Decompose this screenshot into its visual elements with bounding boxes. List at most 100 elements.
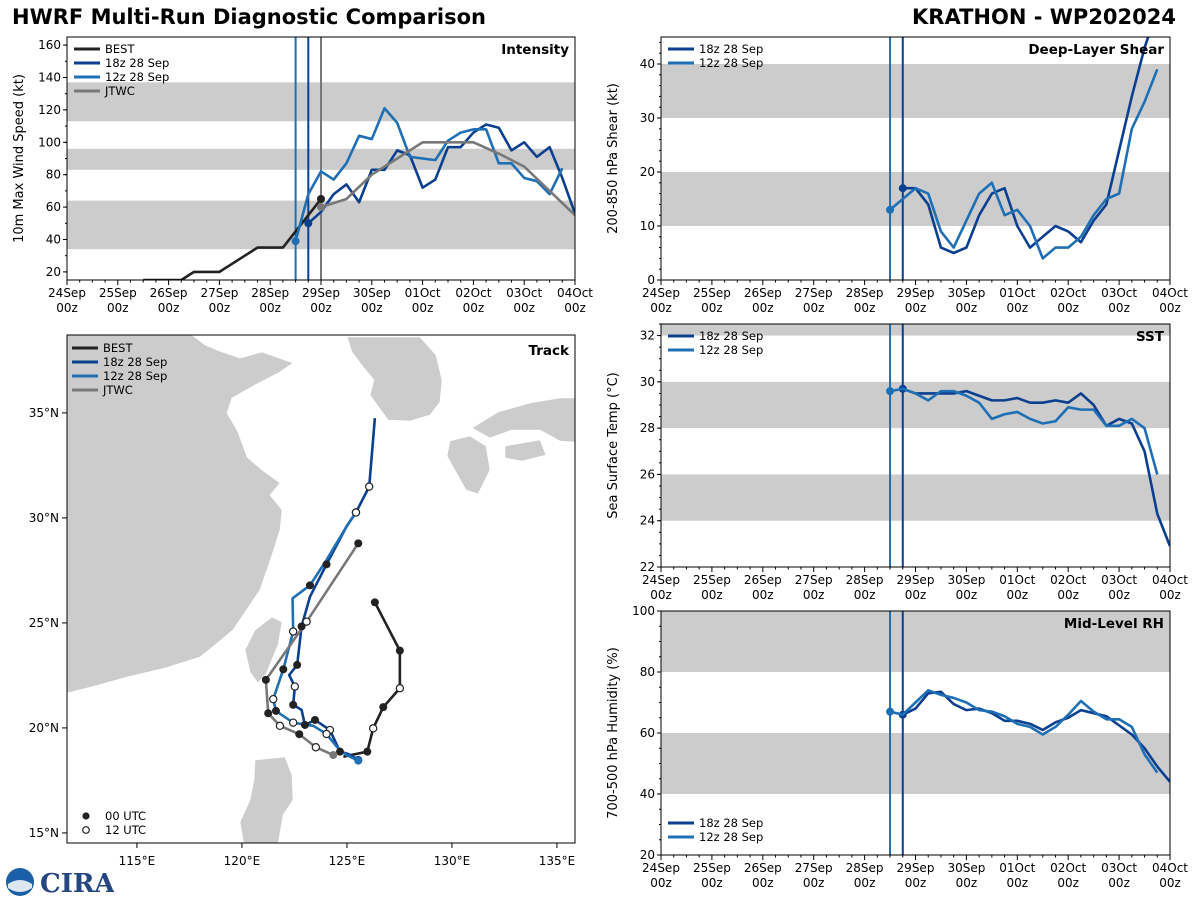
panel-title: SST [1136,329,1165,345]
map-land [67,335,575,843]
legend-label: 12z 28 Sep [699,343,763,357]
x-tick-label: 30Sep [353,286,391,300]
y-tick-label: 20 [640,165,655,179]
lon-tick-label: 115°E [119,854,156,868]
track-point-12utc [364,482,374,491]
x-tick-hour: 00z [854,588,876,602]
x-tick-hour: 00z [1057,301,1079,315]
cira-logo: CIRA [6,868,114,898]
x-tick-hour: 00z [752,301,774,315]
x-tick-label: 02Oct [1050,573,1086,587]
y-tick-label: 40 [640,787,655,801]
plot-area [67,37,575,280]
series-marker [886,387,895,396]
track-point-12utc [368,724,378,733]
legend-label: BEST [105,42,135,56]
land-china [67,335,294,694]
series-line-12z-28-sep [889,688,1159,774]
x-tick-label: 04Oct [1152,573,1188,587]
x-tick-label: 25Sep [693,286,731,300]
x-tick-label: 02Oct [455,286,491,300]
x-tick-label: 27Sep [795,286,833,300]
track-point-00utc [379,703,388,712]
lat-tick-label: 35°N [29,406,59,420]
x-tick-label: 26Sep [150,286,188,300]
legend-label: JTWC [102,383,133,397]
chart-mid-level-rh: 2040608010024Sep00z25Sep00z26Sep00z27Sep… [606,604,1188,890]
x-tick-hour: 00z [701,588,723,602]
x-tick-label: 25Sep [693,573,731,587]
series-marker [317,203,325,212]
x-tick-label: 26Sep [744,286,782,300]
x-tick-label: 29Sep [897,286,935,300]
x-tick-label: 03Oct [506,286,542,300]
lat-tick-label: 30°N [29,511,59,525]
series-line-best [143,198,323,280]
track-point-00utc [271,706,280,715]
x-tick-label: 30Sep [947,573,985,587]
track-point-00utc [300,720,309,729]
series-line-12z-28-sep [889,68,1159,260]
legend-label: 18z 28 Sep [103,355,167,369]
legend-label: 18z 28 Sep [105,56,169,70]
x-tick-hour: 00z [956,588,978,602]
plot-area [661,324,1170,567]
panel-title: Track [529,343,570,359]
series-line-12z-28-sep [889,387,1159,475]
x-tick-label: 02Oct [1050,861,1086,875]
x-tick-hour: 00z [1057,588,1079,602]
track-point-12utc [311,743,321,752]
track-point-12utc [288,627,298,636]
y-tick-label: 40 [46,233,61,247]
x-tick-label: 29Sep [897,861,935,875]
y-tick-label: 0 [647,273,655,287]
legend-marker-filled [82,812,90,820]
lon-tick-label: 135°E [539,854,576,868]
x-tick-hour: 00z [905,301,927,315]
x-tick-label: 25Sep [693,861,731,875]
lat-tick-label: 20°N [29,721,59,735]
x-tick-hour: 00z [361,301,383,315]
x-tick-hour: 00z [310,301,332,315]
x-tick-hour: 00z [259,301,281,315]
land-korea [346,336,443,422]
x-tick-hour: 00z [107,301,129,315]
track-point-12utc [288,718,298,727]
track-point-00utc [261,675,270,684]
lon-tick-label: 125°E [329,854,366,868]
track-point-00utc [264,709,273,718]
plot-frame [660,323,1171,568]
x-tick-label: 24Sep [642,286,680,300]
y-tick-label: 140 [38,71,61,85]
x-tick-hour: 00z [209,301,231,315]
x-tick-label: 24Sep [642,861,680,875]
chart-sst: 22242628303224Sep00z25Sep00z26Sep00z27Se… [606,323,1188,602]
x-tick-label: 28Sep [846,573,884,587]
chart-track: 115°E 120°E 125°E 130°E 135°E 15°N 20°N 25°N 30°… [29,334,576,868]
series-marker [304,219,313,228]
x-tick-label: 28Sep [251,286,289,300]
x-tick-hour: 00z [752,588,774,602]
x-tick-label: 04Oct [1152,861,1188,875]
y-tick-label: 80 [46,168,61,182]
x-tick-label: 24Sep [642,573,680,587]
track-point-12utc [269,694,278,704]
legend-label: 12z 28 Sep [105,70,169,84]
track-point-12utc [290,682,300,691]
legend-label: 18z 28 Sep [699,329,763,343]
threshold-band [661,64,1170,118]
track-point-00utc [289,700,298,709]
x-tick-label: 02Oct [1050,286,1086,300]
x-tick-hour: 00z [1159,876,1181,890]
x-tick-label: 27Sep [795,573,833,587]
x-tick-hour: 00z [701,876,723,890]
track-point-12utc [351,508,361,517]
x-tick-hour: 00z [752,876,774,890]
series-marker [317,195,325,203]
y-tick-label: 20 [640,848,655,862]
track-point-00utc [279,665,288,674]
y-tick-label: 30 [640,375,655,389]
x-tick-hour: 00z [650,588,672,602]
lat-tick-label: 25°N [29,616,59,630]
figure-title: HWRF Multi-Run Diagnostic Comparison [12,5,487,29]
